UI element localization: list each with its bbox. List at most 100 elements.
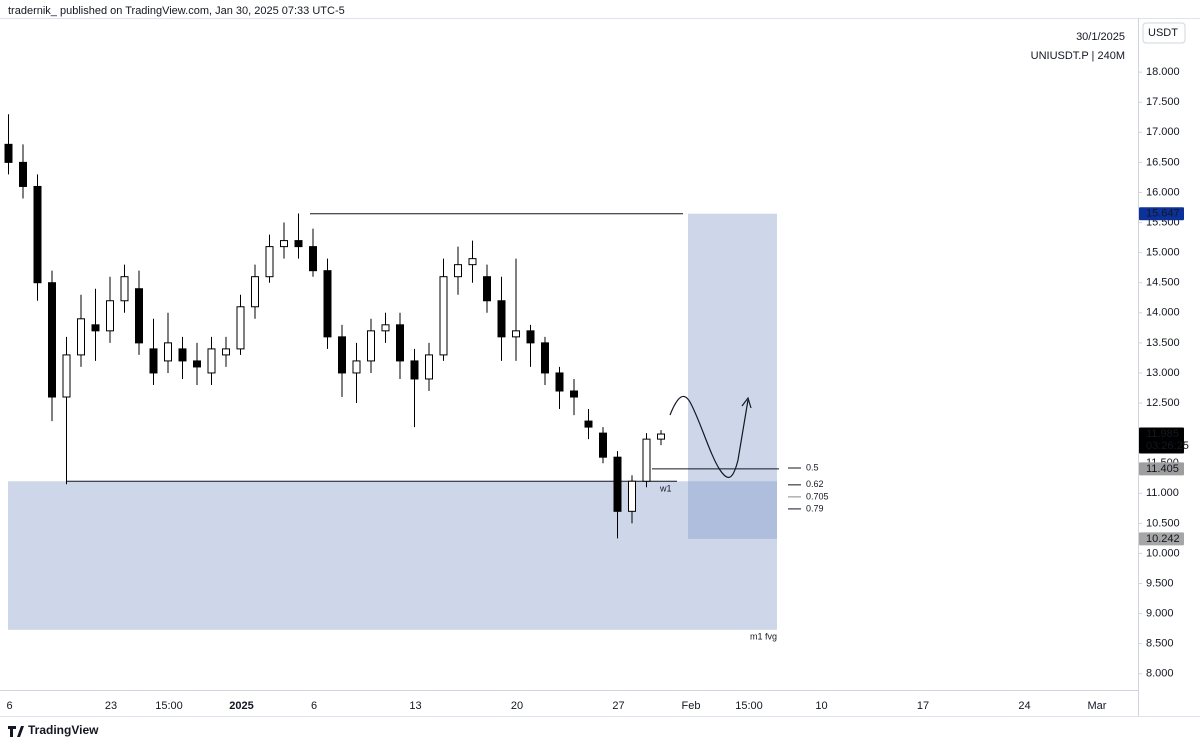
candle-body [19,161,27,187]
candle-body [135,288,143,344]
candle-body [164,342,172,362]
candle-body [33,185,42,284]
candle-body [512,330,520,338]
byline: tradernik_ published on TradingView.com,… [8,5,345,17]
footer-logo: TradingView [8,723,99,737]
y-tick-label: 8.500 [1146,638,1174,650]
candle-body [178,348,187,362]
x-tick-label: 15:00 [735,700,763,712]
candle-body [193,360,201,368]
candle-body [555,372,564,392]
candle-body [4,143,13,163]
annotation: m1 fvg [750,631,777,641]
candle-body [367,330,375,362]
x-tick-label: Feb [682,700,701,712]
candle-body [541,342,549,374]
fib-label: 0.79 [806,503,824,513]
fib-label: 0.705 [806,491,829,501]
candle-body [106,300,114,332]
candle-body [526,330,535,344]
chart-date: 30/1/2025 [1076,31,1125,43]
y-tick-label: 14.000 [1146,307,1180,319]
candle-body [236,306,245,350]
candle-body [657,433,665,440]
candle-body [62,354,71,398]
candle-body [352,360,361,374]
fib-label: 0.5 [806,462,819,472]
candle-body [425,354,433,380]
candle-body [613,456,622,512]
candle-body [468,258,477,266]
fib-label: 0.62 [806,479,824,489]
logo-icon [8,726,24,737]
candle-body [584,420,593,428]
chart-symbol: UNIUSDT.P | 240M [1031,50,1125,62]
candle-body [323,270,332,338]
candle-body [294,240,303,248]
projection-arrowhead [741,396,752,409]
x-tick-label: 20 [511,700,523,712]
candle-body [91,324,100,332]
candle-body [309,246,317,272]
y-tick-label: 16.500 [1146,156,1180,168]
x-tick-label: 6 [311,700,317,712]
x-tick-label: 10 [815,700,827,712]
y-tick-label: 10.500 [1146,517,1180,529]
y-tick-label: 13.000 [1146,367,1180,379]
x-tick-label: 27 [612,700,624,712]
y-tick-label: 14.500 [1146,277,1180,289]
price-tag [1139,462,1184,476]
candle-body [207,348,216,374]
y-tick-label: 9.000 [1146,608,1174,620]
x-tick-label: 23 [105,700,117,712]
y-tick-label: 16.000 [1146,186,1180,198]
candle-body [338,336,346,374]
price-tag-label: 15.647 [1146,208,1180,220]
candle-body [628,480,636,512]
candle-body [454,264,462,278]
y-tick-label: 17.500 [1146,96,1180,108]
x-tick-label: 15:00 [155,700,183,712]
y-tick-label: 9.500 [1146,577,1174,589]
candle-body [251,276,259,308]
y-tick-label: 13.500 [1146,337,1180,349]
candle-body [410,360,419,380]
x-tick-label: 2025 [229,700,253,712]
price-tag [1139,427,1184,454]
y-tick-label: 18.000 [1146,66,1180,78]
plot-layer: 0.5 0.62 0.705 0.79 w1 m1 fvg 18.000 17.500 17.0… [4,66,1180,712]
price-tag-label: 11.985 [1146,428,1179,440]
x-tick-label: 17 [917,700,929,712]
candle-body [570,390,578,398]
price-tag-label: 10.242 [1146,533,1180,545]
candle-body [149,348,158,374]
price-tag [1139,207,1184,221]
candle-body [599,432,607,458]
currency[interactable]: USDT [1148,27,1178,39]
candle-body [222,348,230,356]
candle-body [77,318,85,356]
y-tick-label: 8.000 [1146,668,1174,680]
candle-body [280,240,288,248]
currency-box[interactable] [1142,22,1186,44]
x-tick-label: 13 [409,700,421,712]
y-tick-label: 17.000 [1146,126,1180,138]
candle-body [381,324,390,332]
candle-body [483,276,491,302]
x-tick-label: Mar [1088,700,1107,712]
x-tick-label: 24 [1018,700,1030,712]
projection-path [669,395,749,478]
y-tick-label: 15.000 [1146,247,1180,259]
candle-body [396,324,404,362]
zone [688,213,777,539]
price-tag [1139,532,1184,546]
y-tick-label: 11.000 [1146,487,1179,499]
y-tick-label: 10.000 [1146,547,1180,559]
y-tick-label: 12.500 [1146,397,1180,409]
x-tick-label: 6 [6,700,12,712]
annotation: w1 [659,483,672,493]
price-countdown: 03:26:25 [1146,440,1189,452]
candle-body [497,300,506,338]
